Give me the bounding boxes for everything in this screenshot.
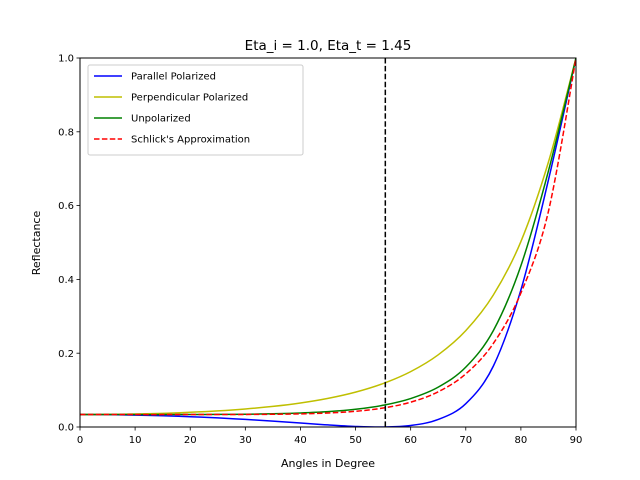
y-tick-label: 0.8: [58, 127, 74, 138]
legend-label-unpolarized: Unpolarized: [131, 114, 191, 125]
x-tick-label: 80: [515, 435, 528, 446]
axes-frame: [79, 57, 577, 428]
series-line-perpendicular-polarized: [80, 58, 576, 416]
series-line-schlick-s-approximation: [80, 58, 576, 416]
y-tick-label: 0.6: [58, 201, 74, 212]
y-axis-label: Reflectance: [30, 211, 43, 276]
legend: Parallel Polarized Perpendicular Polarize…: [87, 64, 304, 156]
y-tick-label: 0.2: [58, 349, 74, 360]
x-tick-label: 60: [404, 435, 417, 446]
x-tick-label: 20: [184, 435, 197, 446]
x-tick-label: 30: [239, 435, 252, 446]
x-tick-label: 40: [294, 435, 307, 446]
x-tick-label: 10: [129, 435, 142, 446]
x-axis-label: Angles in Degree: [281, 457, 375, 470]
legend-label-perpendicular-polarized: Perpendicular Polarized: [131, 93, 248, 104]
x-tick-label: 70: [459, 435, 472, 446]
legend-box: [87, 64, 304, 156]
x-tick-label: 0: [77, 435, 83, 446]
x-tick-label: 90: [570, 435, 583, 446]
plot-area: 0 10 20 30 40 50 60 70 80 90 0.0 0.2 0.4 0.6 0.8 1.0: [58, 54, 582, 446]
y-tick-label: 0.0: [58, 423, 74, 434]
chart-title: Eta_i = 1.0, Eta_t = 1.45: [245, 38, 412, 54]
series-line-parallel-polarized: [80, 58, 576, 427]
x-tick-label: 50: [349, 435, 362, 446]
legend-label-parallel-polarized: Parallel Polarized: [131, 72, 216, 83]
y-tick-label: 0.4: [58, 275, 74, 286]
y-tick-label: 1.0: [58, 54, 74, 65]
legend-label-schlick-s-approximation: Schlick's Approximation: [131, 135, 250, 146]
